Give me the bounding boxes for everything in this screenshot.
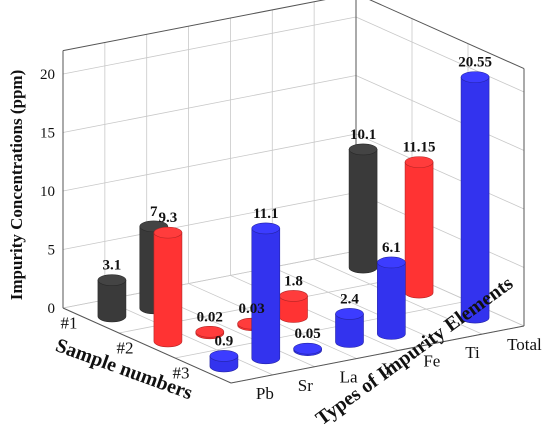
bar-s3-la (293, 342, 322, 356)
z-axis-title: Impurity Concentrations (ppm) (7, 70, 26, 300)
bar-s3-sr (251, 222, 281, 365)
bar-s2-total (404, 156, 434, 299)
y-tick-label: Pb (256, 384, 274, 403)
side-wall-horizontal-gridline (355, 133, 525, 210)
bar-top (348, 143, 378, 156)
box-frame-edge (369, 0, 525, 70)
bar-top (153, 226, 183, 239)
bar-body (348, 149, 378, 274)
bar-s1-total (348, 143, 378, 274)
bar-top (97, 274, 127, 286)
floor-gridline (104, 299, 274, 376)
bar-s3-fe (377, 256, 406, 340)
bar-body (460, 76, 490, 324)
data-label: 1.8 (284, 273, 303, 289)
data-label: 11.1 (253, 206, 278, 222)
y-tick-label: Y (382, 360, 394, 379)
data-label: 20.55 (458, 55, 492, 71)
side-wall-horizontal-gridline (355, 16, 525, 93)
data-label: 0.9 (215, 333, 234, 349)
z-tick-label: 5 (48, 243, 56, 259)
y-tick-label: Total (507, 335, 542, 354)
y-tick-label: Ti (465, 343, 480, 362)
floor-gridline (174, 300, 469, 359)
bar-top (460, 71, 490, 83)
bar-body (251, 228, 281, 365)
z-tick-label: 10 (40, 184, 55, 200)
data-label: 0.05 (295, 326, 321, 342)
back-wall-horizontal-gridline (62, 192, 357, 250)
x-tick-label: #1 (61, 314, 78, 333)
floor-gridline (272, 266, 441, 343)
box-frame-edge (62, 307, 232, 384)
bar-top (279, 290, 308, 302)
bar-body (404, 161, 434, 299)
bar-s3-pb (209, 350, 239, 373)
box-frame-edge (62, 0, 326, 52)
bar-s2-pb (153, 226, 183, 348)
data-label: 10.1 (350, 127, 376, 143)
data-label: 6.1 (382, 240, 401, 256)
back-wall-horizontal-gridline (62, 75, 357, 133)
bar-top (251, 222, 281, 235)
x-tick-label: #2 (117, 339, 134, 358)
bar-s1-pb (97, 274, 127, 323)
z-tick-label: 0 (48, 301, 56, 317)
x-tick-label: #3 (173, 364, 190, 383)
z-tick-label: 15 (40, 126, 55, 142)
bars-layer (97, 71, 490, 373)
bar-body (377, 262, 406, 340)
data-label: 7 (150, 204, 158, 220)
bar-s3-y (335, 308, 364, 348)
data-label: 3.1 (103, 258, 122, 274)
back-wall-horizontal-gridline (62, 133, 357, 192)
y-tick-label: La (340, 368, 358, 387)
data-label: 0.02 (197, 309, 223, 325)
bar-body (97, 279, 127, 323)
bar-top (404, 156, 434, 168)
y-tick-label: Fe (423, 351, 440, 370)
bar-top (209, 350, 239, 362)
data-label: 2.4 (340, 291, 359, 307)
data-label: 9.3 (159, 210, 178, 226)
bar-body (279, 295, 308, 323)
bar-top (377, 256, 406, 269)
back-wall-horizontal-gridline (62, 16, 357, 75)
bar-s2-y (279, 290, 308, 323)
z-tick-label: 20 (40, 67, 55, 83)
data-label: 11.15 (403, 140, 436, 156)
bar-top (195, 325, 225, 338)
y-tick-label: Sr (298, 376, 313, 395)
box-frame-edge (230, 325, 525, 384)
bar-top (335, 308, 364, 320)
labels-layer: 0 5 10 15 20 #1 #2 #3 Pb Sr La Y Fe Ti Total 10.1 11.15 2… (40, 55, 542, 403)
bar-top (293, 342, 322, 355)
bar-body (335, 313, 364, 348)
bar-body (153, 232, 183, 348)
side-wall-horizontal-gridline (355, 75, 525, 151)
side-wall-horizontal-gridline (355, 192, 525, 268)
bar-s2-sr (195, 325, 225, 340)
data-label: 0.03 (239, 301, 265, 317)
bar-s3-total (460, 71, 490, 324)
